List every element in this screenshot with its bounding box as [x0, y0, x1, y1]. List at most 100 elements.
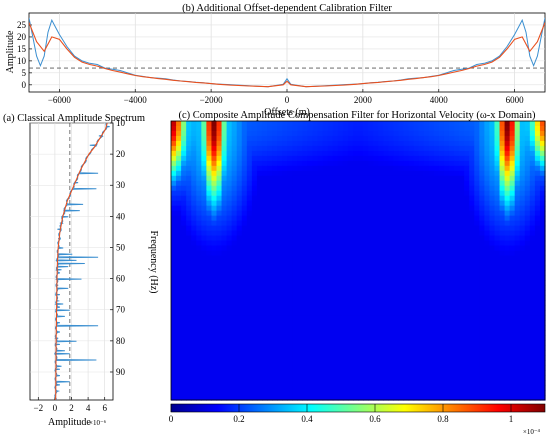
heatmap-cell — [514, 165, 521, 172]
heatmap-cell — [383, 290, 389, 296]
heatmap-cell — [241, 265, 248, 272]
heatmap-cell — [368, 355, 374, 361]
heatmap-cell — [287, 180, 293, 187]
heatmap-cell — [267, 380, 273, 386]
heatmap-cell — [443, 155, 450, 162]
heatmap-cell — [428, 330, 435, 336]
heatmap-cell — [297, 320, 303, 326]
heatmap-cell — [524, 175, 531, 182]
heatmap-cell — [393, 220, 400, 227]
heatmap-cell — [368, 305, 374, 311]
heatmap-cell — [282, 130, 288, 137]
heatmap-cell — [403, 140, 410, 147]
heatmap-cell — [267, 360, 273, 366]
heatmap-cell — [423, 185, 430, 192]
heatmap-cell — [539, 375, 546, 381]
heatmap-cell — [373, 230, 379, 237]
heatmap-cell — [534, 325, 541, 331]
heatmap-cell — [489, 245, 496, 252]
heatmap-cell — [388, 280, 394, 287]
heatmap-cell — [413, 190, 420, 197]
heatmap-cell — [489, 375, 496, 381]
heatmap-cell — [191, 230, 197, 237]
heatmap-cell — [236, 310, 243, 316]
heatmap-cell — [221, 285, 228, 291]
heatmap-cell — [494, 210, 501, 217]
heatmap-cell — [529, 285, 536, 291]
heatmap-cell — [297, 245, 303, 252]
heatmap-cell — [443, 255, 450, 262]
heatmap-cell — [448, 390, 455, 396]
heatmap-cell — [499, 130, 506, 137]
heatmap-cell — [358, 340, 364, 346]
heatmap-cell — [519, 205, 526, 212]
heatmap-cell — [418, 180, 425, 187]
heatmap-cell — [261, 260, 268, 267]
heatmap-cell — [509, 190, 516, 197]
heatmap-cell — [246, 145, 253, 152]
heatmap-cell — [337, 385, 344, 391]
heatmap-cell — [448, 230, 455, 237]
heatmap-cell — [191, 300, 197, 306]
heatmap-cell — [201, 350, 207, 356]
heatmap-cell — [272, 380, 278, 386]
heatmap-cell — [342, 355, 349, 361]
heatmap-cell — [317, 395, 324, 401]
heatmap-cell — [327, 160, 334, 167]
heatmap-cell — [373, 190, 379, 197]
heatmap-cell — [347, 345, 354, 351]
heatmap-cell — [433, 150, 440, 157]
heatmap-cell — [539, 121, 546, 127]
heatmap-cell — [181, 265, 187, 272]
heatmap-cell — [226, 340, 233, 346]
heatmap-cell — [469, 185, 475, 192]
panel-a-xlabel: Amplitude — [48, 417, 91, 428]
heatmap-cell — [464, 385, 470, 391]
heatmap-cell — [332, 195, 339, 202]
heatmap-cell — [524, 170, 531, 177]
heatmap-cell — [438, 365, 445, 371]
heatmap-cell — [403, 365, 410, 371]
heatmap-cell — [484, 280, 490, 287]
heatmap-cell — [352, 345, 359, 351]
heatmap-cell — [433, 370, 440, 376]
heatmap-cell — [307, 305, 314, 311]
heatmap-cell — [196, 370, 202, 376]
heatmap-cell — [504, 170, 511, 177]
heatmap-cell — [469, 165, 475, 172]
heatmap-cell — [539, 130, 546, 137]
heatmap-cell — [408, 260, 415, 267]
heatmap-cell — [514, 315, 521, 321]
heatmap-cell — [256, 250, 263, 257]
heatmap-cell — [408, 335, 415, 341]
heatmap-cell — [186, 230, 192, 237]
heatmap-cell — [464, 320, 470, 326]
heatmap-cell — [398, 300, 405, 306]
heatmap-cell — [514, 385, 521, 391]
heatmap-cell — [231, 230, 238, 237]
heatmap-cell — [443, 370, 450, 376]
heatmap-cell — [438, 340, 445, 346]
heatmap-cell — [287, 350, 293, 356]
heatmap-cell — [186, 375, 192, 381]
heatmap-cell — [342, 235, 349, 242]
heatmap-cell — [469, 375, 475, 381]
heatmap-cell — [302, 235, 309, 242]
heatmap-cell — [287, 215, 293, 222]
heatmap-cell — [494, 175, 501, 182]
heatmap-cell — [261, 340, 268, 346]
heatmap-cell — [499, 210, 506, 217]
heatmap-cell — [494, 345, 501, 351]
heatmap-cell — [443, 350, 450, 356]
heatmap-cell — [489, 130, 496, 137]
heatmap-cell — [423, 300, 430, 306]
heatmap-cell — [454, 121, 460, 127]
heatmap-cell — [272, 255, 278, 262]
heatmap-cell — [368, 350, 374, 356]
heatmap-cell — [267, 170, 273, 177]
heatmap-cell — [413, 235, 420, 242]
heatmap-cell — [186, 270, 192, 277]
heatmap-cell — [529, 145, 536, 152]
heatmap-cell — [196, 260, 202, 267]
heatmap-cell — [241, 290, 248, 296]
